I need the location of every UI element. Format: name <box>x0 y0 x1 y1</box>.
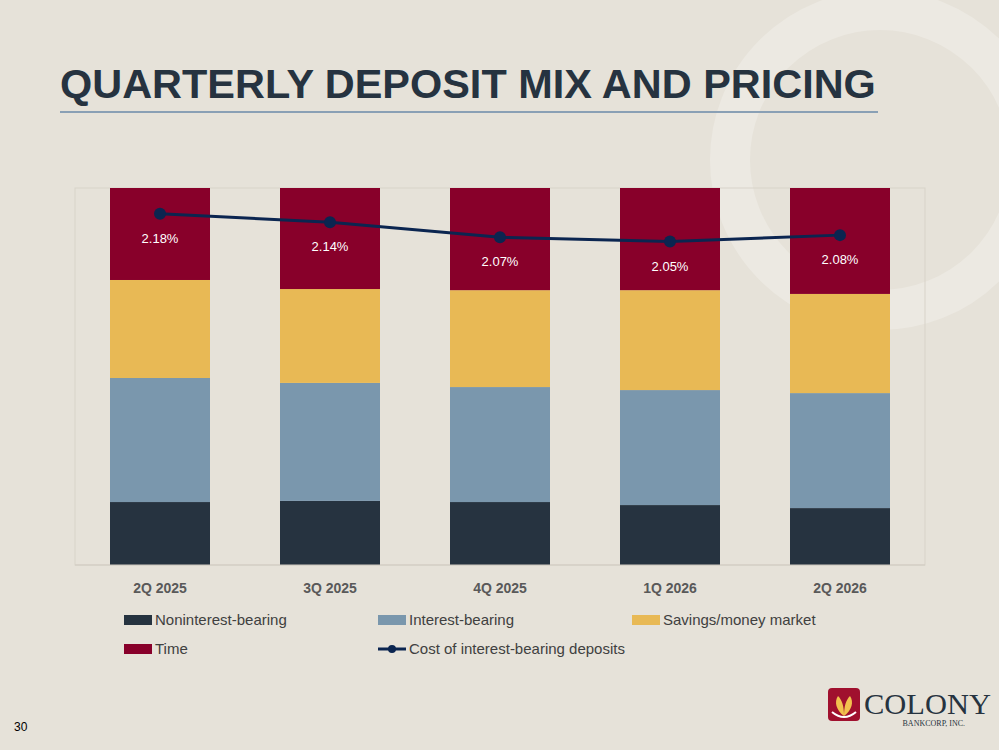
legend-label: Noninterest-bearing <box>155 611 287 628</box>
bar-segment <box>620 390 720 505</box>
logo: COLONYBANKCORP, INC. <box>828 687 991 728</box>
legend-swatch <box>124 644 152 654</box>
marks <box>110 188 890 565</box>
line-point <box>154 208 166 220</box>
bar-segment <box>790 294 890 393</box>
bar-segment <box>450 290 550 387</box>
chart: QUARTERLY DEPOSIT MIX AND PRICING2.18%2.… <box>0 0 999 750</box>
bar-segment <box>110 378 210 502</box>
x-tick-label: 3Q 2025 <box>303 580 357 596</box>
page-number: 30 <box>14 720 28 734</box>
legend-label: Savings/money market <box>663 611 816 628</box>
logo-mark <box>828 688 860 721</box>
legend-label: Time <box>155 640 188 657</box>
logo-mark <box>832 712 856 717</box>
bar-segment <box>110 188 210 280</box>
legend-swatch <box>632 615 660 625</box>
logo-subtext: BANKCORP, INC. <box>903 719 965 728</box>
data-label: 2.18% <box>142 231 179 246</box>
line-point <box>324 216 336 228</box>
bar-segment <box>790 188 890 294</box>
bar-segment <box>450 502 550 565</box>
data-label: 2.07% <box>482 254 519 269</box>
x-tick-label: 1Q 2026 <box>643 580 697 596</box>
bar-segment <box>110 280 210 378</box>
legend: Noninterest-bearing Interest-bearing Savin… <box>124 611 816 657</box>
x-tick-label: 4Q 2025 <box>473 580 527 596</box>
background <box>0 0 999 750</box>
logo-mark <box>836 696 852 716</box>
bar-segment <box>280 383 380 501</box>
bar-segment <box>280 188 380 289</box>
x-tick-label: 2Q 2025 <box>133 580 187 596</box>
bar-segment <box>280 501 380 565</box>
title: QUARTERLY DEPOSIT MIX AND PRICING <box>60 60 876 107</box>
bar-segment <box>280 289 380 383</box>
legend-swatch <box>378 615 406 625</box>
legend-label: Interest-bearing <box>409 611 514 628</box>
line-point <box>834 229 846 241</box>
logo-text: COLONY <box>864 687 991 721</box>
title-rule <box>60 111 878 113</box>
bar-segment <box>620 505 720 565</box>
legend-swatch <box>388 645 396 653</box>
line-point <box>494 231 506 243</box>
line-point <box>664 236 676 248</box>
data-labels: 2.18% 2.14% 2.07% 2.05% 2.08% <box>142 231 859 274</box>
bar-segment <box>110 502 210 565</box>
x-tick-label: 2Q 2026 <box>813 580 867 596</box>
data-label: 2.05% <box>652 259 689 274</box>
legend-label: Cost of interest-bearing deposits <box>409 640 625 657</box>
bar-segment <box>790 508 890 565</box>
bar-segment <box>790 393 890 508</box>
bar-segment <box>450 387 550 502</box>
bar-segment <box>620 290 720 390</box>
decoration <box>730 10 999 310</box>
data-label: 2.08% <box>822 252 859 267</box>
legend-swatch <box>124 615 152 625</box>
plot-frame <box>75 188 925 565</box>
data-label: 2.14% <box>312 239 349 254</box>
x-axis-line <box>75 565 925 566</box>
